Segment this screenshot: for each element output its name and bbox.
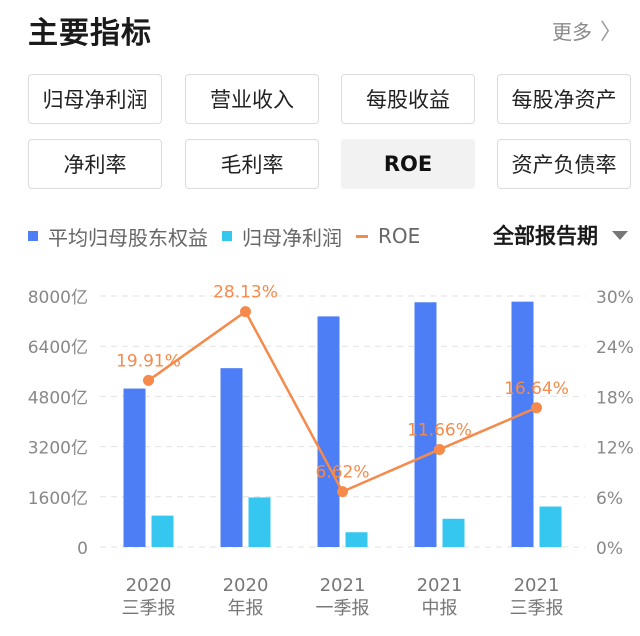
- legend-item-roe: ROE: [356, 224, 420, 248]
- legend-swatch-net-profit: [222, 231, 232, 241]
- x-tick-label-year: 2021: [320, 575, 366, 596]
- y-right-tick-label: 30%: [596, 288, 634, 308]
- bar-equity: [511, 301, 534, 547]
- y-right-tick-label: 18%: [596, 388, 634, 408]
- tab-gross-margin[interactable]: 毛利率: [185, 139, 319, 189]
- x-tick-label-period: 年报: [228, 598, 264, 619]
- y-left-tick-label: 6400亿: [28, 338, 88, 358]
- y-right-tick-label: 24%: [596, 338, 634, 358]
- x-tick-label-period: 三季报: [510, 598, 564, 619]
- bar-equity: [414, 302, 437, 547]
- bar-net-profit: [248, 497, 271, 547]
- tab-debt-ratio[interactable]: 资产负债率: [497, 139, 631, 189]
- tab-net-profit-parent[interactable]: 归母净利润: [28, 74, 162, 124]
- section-title: 主要指标: [28, 16, 152, 51]
- roe-data-label: 6.62%: [315, 463, 369, 483]
- legend-label-net-profit: 归母净利润: [242, 225, 342, 250]
- y-left-tick-label: 3200亿: [28, 439, 88, 459]
- y-left-tick-label: 0: [77, 539, 88, 559]
- chart-legend: 平均归母股东权益 归母净利润 ROE: [28, 220, 640, 252]
- roe-data-label: 16.64%: [504, 379, 569, 399]
- caret-down-icon: [612, 230, 628, 240]
- x-tick-label-year: 2020: [223, 575, 269, 596]
- bar-net-profit: [539, 506, 562, 547]
- roe-data-label: 28.13%: [213, 283, 278, 303]
- roe-data-label: 19.91%: [116, 351, 181, 371]
- x-tick-label-year: 2021: [417, 575, 463, 596]
- x-tick-label-period: 中报: [422, 598, 458, 619]
- x-tick-label-period: 三季报: [122, 598, 176, 619]
- x-tick-label-year: 2020: [126, 575, 172, 596]
- roe-data-label: 11.66%: [407, 420, 472, 440]
- bar-net-profit: [345, 532, 368, 547]
- tab-net-margin[interactable]: 净利率: [28, 139, 162, 189]
- more-link[interactable]: 更多 〉: [552, 14, 622, 46]
- y-left-tick-label: 8000亿: [28, 288, 88, 308]
- more-label: 更多: [551, 19, 592, 44]
- legend-label-equity: 平均归母股东权益: [48, 225, 208, 250]
- tab-bvps[interactable]: 每股净资产: [497, 74, 631, 124]
- bar-equity: [220, 368, 243, 547]
- bar-equity: [317, 316, 340, 547]
- y-left-tick-label: 1600亿: [28, 489, 88, 509]
- legend-swatch-equity: [28, 231, 38, 241]
- roe-point: [434, 443, 445, 455]
- y-right-tick-label: 12%: [596, 439, 634, 459]
- roe-point: [143, 374, 154, 386]
- bar-net-profit: [151, 515, 174, 547]
- x-tick-label-year: 2021: [514, 575, 560, 596]
- legend-swatch-roe: [356, 234, 368, 238]
- tab-eps[interactable]: 每股收益: [341, 74, 475, 124]
- header: 主要指标 更多 〉: [0, 0, 640, 60]
- roe-chart: 0 0% 1600亿 6% 3200亿 12% 4800亿 18% 6400亿 24% 8000亿 3…: [28, 283, 634, 619]
- bar-net-profit: [442, 518, 465, 547]
- y-right-tick-label: 0%: [596, 539, 623, 559]
- tab-revenue[interactable]: 营业收入: [185, 74, 319, 124]
- period-selector[interactable]: 全部报告期: [493, 220, 628, 250]
- y-right-tick-label: 6%: [596, 489, 623, 509]
- roe-point: [531, 402, 542, 414]
- bar-equity: [123, 388, 146, 547]
- y-left-tick-label: 4800亿: [28, 388, 88, 408]
- legend-item-equity: 平均归母股东权益: [28, 222, 208, 251]
- tab-roe[interactable]: ROE: [341, 139, 475, 189]
- roe-point: [240, 306, 251, 318]
- x-tick-label-period: 一季报: [316, 598, 370, 619]
- period-label: 全部报告期: [493, 224, 598, 248]
- roe-point: [337, 486, 348, 498]
- legend-label-roe: ROE: [378, 224, 421, 248]
- legend-item-net-profit: 归母净利润: [222, 222, 342, 251]
- chevron-right-icon: 〉: [599, 20, 622, 45]
